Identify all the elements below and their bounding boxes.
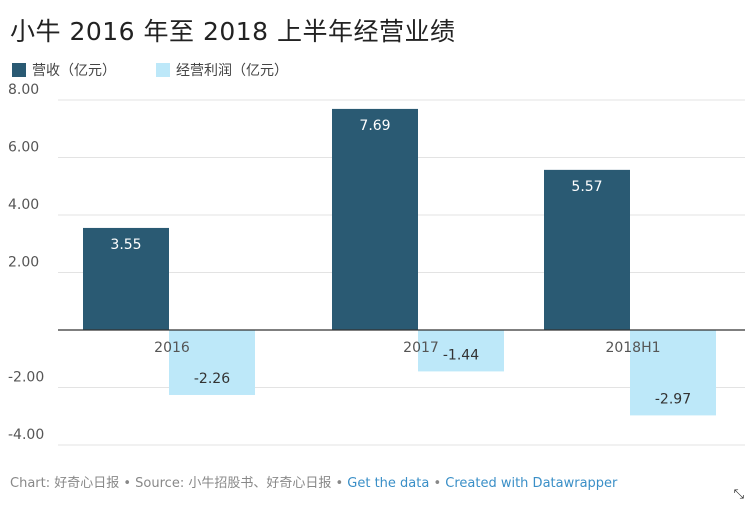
data-label-revenue: 5.57 (571, 179, 602, 195)
y-tick-label: 6.00 (8, 140, 39, 156)
footer: Chart: 好奇心日报 • Source: 小牛招股书、好奇心日报 • Get… (10, 472, 617, 491)
footer-source: Chart: 好奇心日报 • Source: 小牛招股书、好奇心日报 • (10, 476, 348, 491)
y-tick-label: 8.00 (8, 82, 39, 98)
datawrapper-link[interactable]: Created with Datawrapper (445, 476, 618, 491)
legend: 营收（亿元） 经营利润（亿元） (12, 60, 288, 80)
footer-separator: • (429, 476, 446, 491)
y-tick-label: 4.00 (8, 197, 39, 213)
y-tick-label: 2.00 (8, 255, 39, 271)
bar-revenue (544, 169, 630, 330)
y-tick-label: -2.00 (8, 370, 44, 386)
data-label-profit: -2.26 (194, 371, 230, 387)
legend-item-profit: 经营利润（亿元） (156, 60, 288, 80)
expand-icon[interactable]: ⤡ (733, 487, 744, 502)
bar-profit (630, 330, 716, 416)
bar-profit (418, 330, 504, 372)
legend-label-profit: 经营利润（亿元） (176, 63, 288, 79)
x-category-label: 2016 (154, 340, 190, 356)
data-label-revenue: 3.55 (110, 237, 141, 253)
x-category-label: 2018H1 (605, 340, 660, 356)
legend-item-revenue: 营收（亿元） (12, 60, 116, 80)
legend-label-revenue: 营收（亿元） (32, 63, 116, 79)
data-label-revenue: 7.69 (359, 118, 390, 134)
data-label-profit: -2.97 (655, 391, 691, 407)
x-category-label: 2017 (403, 340, 439, 356)
data-label-profit: -1.44 (443, 347, 479, 363)
bar-revenue (332, 108, 418, 330)
legend-swatch-profit (156, 63, 170, 77)
legend-swatch-revenue (12, 63, 26, 77)
y-tick-label: -4.00 (8, 427, 44, 443)
bar-revenue (83, 227, 169, 330)
get-data-link[interactable]: Get the data (347, 476, 430, 491)
bar-profit (169, 330, 255, 395)
chart-title: 小牛 2016 年至 2018 上半年经营业绩 (10, 17, 456, 46)
